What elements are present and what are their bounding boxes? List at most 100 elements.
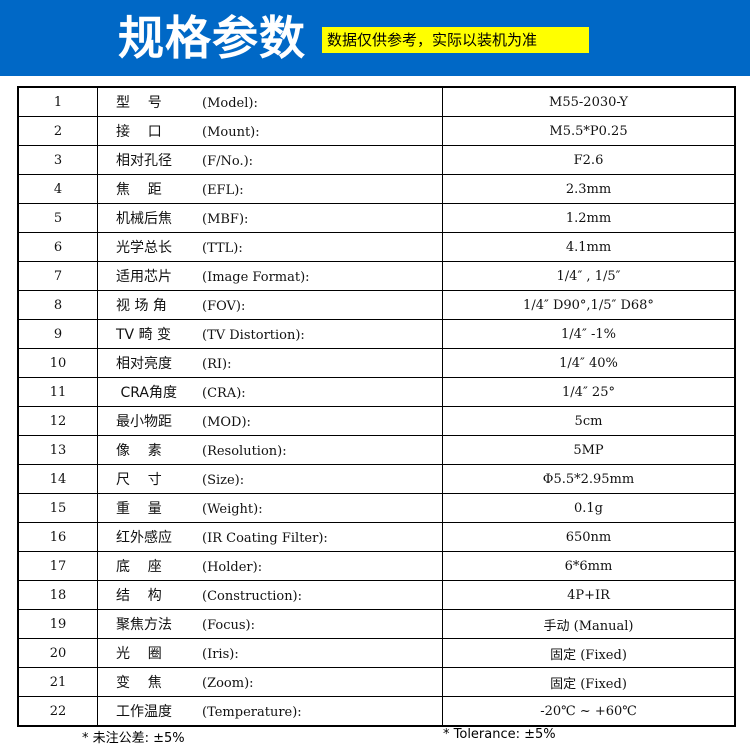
- param-name-cn: TV 畸 变: [116, 327, 172, 343]
- param-value: 1/4″ 40%: [442, 348, 736, 378]
- param-label: 重 量 (Weight):: [97, 493, 443, 523]
- param-name-en: (Zoom):: [202, 676, 254, 691]
- param-name-en: (Weight):: [202, 502, 263, 517]
- row-number: 18: [17, 580, 98, 610]
- param-label: 光学总长 (TTL):: [97, 232, 443, 262]
- table-row: 6 光学总长 (TTL): 4.1mm: [17, 232, 736, 262]
- param-name-cn: 光学总长: [116, 240, 172, 256]
- row-number: 17: [17, 551, 98, 581]
- param-name-cn: 工作温度: [116, 704, 172, 720]
- param-value: 0.1g: [442, 493, 736, 523]
- row-number: 14: [17, 464, 98, 494]
- param-value: 5cm: [442, 406, 736, 436]
- param-name-cn: 重 量: [116, 501, 162, 517]
- page-title: 规格参数: [118, 11, 306, 65]
- param-name-cn: 尺 寸: [116, 472, 162, 488]
- param-label: 最小物距 (MOD):: [97, 406, 443, 436]
- row-number: 11: [17, 377, 98, 407]
- table-row: 10 相对亮度 (RI): 1/4″ 40%: [17, 348, 736, 378]
- param-label: 接 口 (Mount):: [97, 116, 443, 146]
- param-value: M55-2030-Y: [442, 86, 736, 117]
- param-name-en: (Iris):: [202, 647, 239, 662]
- param-name-cn: 型 号: [116, 95, 162, 111]
- param-value: 4.1mm: [442, 232, 736, 262]
- param-value: 1/4″ D90°,1/5″ D68°: [442, 290, 736, 320]
- param-name-en: (EFL):: [202, 183, 244, 198]
- table-row: 21 变 焦 (Zoom): 固定 (Fixed): [17, 667, 736, 697]
- param-value: 1/4″ 25°: [442, 377, 736, 407]
- param-name-en: (RI):: [202, 357, 232, 372]
- param-label: 型 号 (Model):: [97, 86, 443, 117]
- param-label: 相对孔径 (F/No.):: [97, 145, 443, 175]
- table-row: 12 最小物距 (MOD): 5cm: [17, 406, 736, 436]
- param-label: 红外感应 (IR Coating Filter):: [97, 522, 443, 552]
- row-number: 21: [17, 667, 98, 697]
- param-value: 1/4″ -1%: [442, 319, 736, 349]
- param-value: 4P+IR: [442, 580, 736, 610]
- table-row: 19 聚焦方法 (Focus): 手动 (Manual): [17, 609, 736, 639]
- tolerance-note-en: * Tolerance: ±5%: [443, 727, 556, 742]
- param-name-cn: 相对亮度: [116, 356, 172, 372]
- row-number: 4: [17, 174, 98, 204]
- param-name-cn: 视 场 角: [116, 298, 167, 314]
- param-name-en: (FOV):: [202, 299, 246, 314]
- param-value: 固定 (Fixed): [442, 667, 736, 697]
- param-value: M5.5*P0.25: [442, 116, 736, 146]
- row-number: 8: [17, 290, 98, 320]
- param-label: 光 圈 (Iris):: [97, 638, 443, 668]
- table-row: 14 尺 寸 (Size): Φ5.5*2.95mm: [17, 464, 736, 494]
- param-name-en: (Construction):: [202, 589, 303, 604]
- table-row: 1 型 号 (Model): M55-2030-Y: [17, 86, 736, 117]
- param-label: 尺 寸 (Size):: [97, 464, 443, 494]
- row-number: 15: [17, 493, 98, 523]
- param-name-cn: 适用芯片: [116, 269, 172, 285]
- header-banner: 规格参数 数据仅供参考，实际以装机为准: [0, 0, 750, 76]
- param-name-en: (MOD):: [202, 415, 251, 430]
- row-number: 19: [17, 609, 98, 639]
- param-name-cn: 最小物距: [116, 414, 172, 430]
- param-value: 6*6mm: [442, 551, 736, 581]
- param-name-en: (F/No.):: [202, 154, 254, 169]
- param-label: 聚焦方法 (Focus):: [97, 609, 443, 639]
- param-label: 相对亮度 (RI):: [97, 348, 443, 378]
- param-name-en: (Mount):: [202, 125, 260, 140]
- row-number: 1: [17, 86, 98, 117]
- param-label: CRA角度 (CRA):: [97, 377, 443, 407]
- param-name-en: (Size):: [202, 473, 245, 488]
- row-number: 2: [17, 116, 98, 146]
- param-name-cn: 结 构: [116, 588, 162, 604]
- row-number: 10: [17, 348, 98, 378]
- param-name-en: (MBF):: [202, 212, 249, 227]
- param-label: 像 素 (Resolution):: [97, 435, 443, 465]
- table-row: 7 适用芯片 (Image Format): 1/4″ , 1/5″: [17, 261, 736, 291]
- table-row: 15 重 量 (Weight): 0.1g: [17, 493, 736, 523]
- table-row: 17 底 座 (Holder): 6*6mm: [17, 551, 736, 581]
- table-row: 16 红外感应 (IR Coating Filter): 650nm: [17, 522, 736, 552]
- param-name-en: (TV Distortion):: [202, 328, 305, 343]
- row-number: 20: [17, 638, 98, 668]
- row-number: 13: [17, 435, 98, 465]
- param-name-cn: 焦 距: [116, 182, 162, 198]
- row-number: 7: [17, 261, 98, 291]
- param-name-cn: 光 圈: [116, 646, 162, 662]
- table-row: 22 工作温度 (Temperature): -20℃ ~ +60℃: [17, 696, 736, 727]
- table-row: 5 机械后焦 (MBF): 1.2mm: [17, 203, 736, 233]
- table-row: 13 像 素 (Resolution): 5MP: [17, 435, 736, 465]
- param-name-cn: 接 口: [116, 124, 162, 140]
- table-row: 8 视 场 角 (FOV): 1/4″ D90°,1/5″ D68°: [17, 290, 736, 320]
- param-name-cn: CRA角度: [116, 385, 177, 401]
- param-name-en: (Temperature):: [202, 705, 302, 720]
- row-number: 16: [17, 522, 98, 552]
- param-value: 1/4″ , 1/5″: [442, 261, 736, 291]
- param-label: 底 座 (Holder):: [97, 551, 443, 581]
- spec-table: 1 型 号 (Model): M55-2030-Y 2 接 口 (Mount): M5…: [17, 86, 736, 727]
- param-label: 变 焦 (Zoom):: [97, 667, 443, 697]
- param-value: 650nm: [442, 522, 736, 552]
- param-label: 适用芯片 (Image Format):: [97, 261, 443, 291]
- param-value: 固定 (Fixed): [442, 638, 736, 668]
- param-label: TV 畸 变 (TV Distortion):: [97, 319, 443, 349]
- table-row: 20 光 圈 (Iris): 固定 (Fixed): [17, 638, 736, 668]
- param-label: 视 场 角 (FOV):: [97, 290, 443, 320]
- param-name-cn: 变 焦: [116, 675, 162, 691]
- row-number: 6: [17, 232, 98, 262]
